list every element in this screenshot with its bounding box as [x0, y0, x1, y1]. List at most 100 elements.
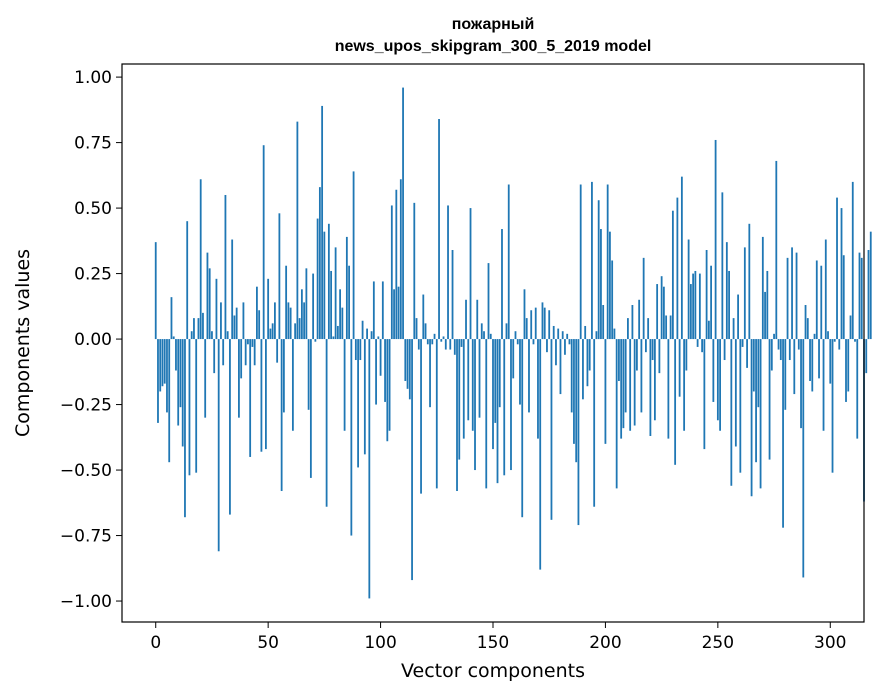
bar: [692, 273, 695, 340]
bar: [543, 307, 546, 340]
y-tick-label: 0.00: [74, 330, 112, 350]
bar: [431, 339, 434, 345]
bar: [824, 239, 827, 340]
x-tick-label: 200: [589, 633, 621, 653]
bar: [597, 200, 600, 340]
bar: [350, 339, 353, 536]
bar: [285, 265, 288, 340]
chart-title: пожарный: [452, 16, 535, 33]
bar: [193, 318, 195, 340]
bar: [618, 339, 620, 381]
bar: [806, 318, 809, 340]
bar: [487, 263, 490, 340]
bar: [440, 339, 443, 342]
bar: [154, 242, 157, 340]
bar: [453, 339, 456, 355]
bar: [433, 333, 436, 340]
bar: [256, 286, 258, 340]
bar: [867, 250, 870, 340]
bar: [332, 336, 335, 340]
bar: [280, 339, 283, 492]
bar: [186, 221, 189, 340]
bar: [588, 339, 591, 371]
y-tick-label: −0.75: [60, 527, 112, 547]
bar: [370, 331, 373, 340]
bar: [388, 339, 391, 431]
bar: [795, 252, 798, 340]
bar: [582, 339, 584, 400]
bar: [159, 339, 162, 392]
bar: [352, 171, 355, 340]
bar: [309, 339, 312, 478]
bar: [318, 187, 321, 340]
bar: [460, 339, 463, 347]
bar: [435, 339, 438, 489]
bar: [584, 325, 587, 340]
y-tick-label: 1.00: [74, 68, 112, 88]
bar: [224, 194, 227, 340]
bar: [265, 339, 267, 450]
bar: [716, 339, 719, 421]
bar: [253, 339, 256, 366]
bar: [336, 325, 339, 340]
bar: [359, 339, 362, 361]
bar: [698, 273, 701, 340]
bar: [660, 276, 663, 340]
bar: [505, 323, 508, 340]
bar: [557, 328, 560, 340]
bar: [458, 339, 461, 460]
bar: [528, 339, 530, 413]
bar: [291, 339, 294, 431]
bar: [800, 339, 802, 429]
bar: [244, 339, 247, 366]
bar: [638, 299, 641, 340]
bar: [678, 339, 681, 397]
bar: [233, 315, 236, 340]
bar: [249, 339, 252, 457]
bar: [372, 281, 375, 340]
bar: [184, 339, 186, 518]
bar: [620, 339, 623, 439]
bar: [662, 286, 665, 340]
bar: [514, 331, 517, 340]
bar: [229, 339, 231, 515]
bar: [842, 255, 845, 340]
bar: [442, 336, 445, 340]
bar: [406, 339, 409, 389]
bar: [548, 310, 551, 340]
bar: [321, 105, 324, 340]
bar: [788, 339, 791, 361]
x-tick-label: 300: [814, 633, 846, 653]
bar: [645, 339, 647, 353]
bar: [552, 325, 555, 340]
bar: [714, 139, 717, 340]
bar: [269, 328, 272, 340]
bar: [734, 339, 737, 447]
bar: [260, 339, 263, 452]
bar: [687, 239, 690, 340]
x-tick-label: 150: [477, 633, 509, 653]
bar: [510, 339, 512, 471]
bar: [166, 339, 168, 413]
bar: [802, 339, 805, 578]
bar: [611, 260, 614, 340]
bar: [354, 339, 357, 361]
bar: [534, 307, 537, 340]
bar: [622, 339, 625, 429]
bar: [642, 257, 645, 340]
y-tick-label: −0.25: [60, 396, 112, 416]
bar: [739, 339, 742, 473]
bar: [271, 323, 274, 340]
bar: [770, 339, 773, 371]
bar: [568, 339, 571, 345]
bar: [674, 339, 677, 465]
bar: [604, 339, 607, 444]
bar: [523, 289, 526, 340]
bar: [384, 339, 386, 402]
bar: [462, 339, 465, 439]
bar: [420, 339, 422, 494]
bar: [609, 231, 611, 340]
bar: [591, 181, 593, 340]
bar: [813, 333, 816, 340]
bar: [188, 339, 191, 476]
